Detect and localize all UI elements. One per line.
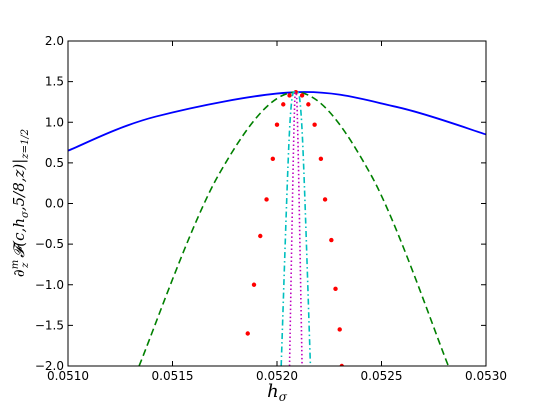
plot-frame [67, 40, 487, 367]
series-3-line [280, 90, 312, 366]
series-layer [68, 89, 486, 366]
data-point [264, 197, 269, 202]
ticks-layer: 0.0510 0.0515 0.0520 0.0525 0.0530 −2.0 −1.5 −1… [35, 34, 507, 383]
y-tick-label: 1.5 [45, 75, 64, 89]
y-axis-label: ∂mz 𝓕(c,hσ,5/8,z)|z=1/2 [10, 129, 31, 277]
data-point [287, 93, 292, 98]
y-tick-label: −0.5 [35, 237, 64, 251]
x-tick-label: 0.0510 [47, 369, 89, 383]
y-tick-label: 0.0 [45, 197, 64, 211]
y-tick-label: −1.0 [35, 278, 64, 292]
data-point [318, 156, 324, 162]
data-point [312, 122, 317, 127]
y-tick-label: −2.0 [35, 359, 64, 373]
x-tick-label: 0.0530 [465, 369, 507, 383]
series-0-line [68, 91, 486, 152]
y-tick-label: −1.5 [35, 318, 64, 332]
y-tick-label: 1.0 [45, 115, 64, 129]
series-4-line [288, 91, 303, 366]
data-point [270, 156, 276, 162]
data-point [245, 331, 250, 336]
x-tick-label: 0.0520 [256, 369, 298, 383]
data-point [339, 363, 344, 366]
x-tick-label: 0.0525 [361, 369, 403, 383]
y-tick-label: 2.0 [45, 34, 64, 48]
y-tick-label: 0.5 [45, 156, 64, 170]
data-point [251, 282, 257, 287]
data-point [274, 122, 280, 127]
x-tick-label: 0.0515 [152, 369, 194, 383]
data-point [299, 93, 305, 98]
data-point [337, 327, 342, 332]
data-point [281, 102, 286, 107]
data-point [258, 233, 263, 239]
x-axis-label: hσ [267, 381, 288, 404]
data-point [329, 237, 334, 243]
data-point [333, 286, 338, 292]
series-2-markers [245, 89, 344, 366]
data-point [306, 102, 311, 107]
data-point [322, 197, 328, 202]
